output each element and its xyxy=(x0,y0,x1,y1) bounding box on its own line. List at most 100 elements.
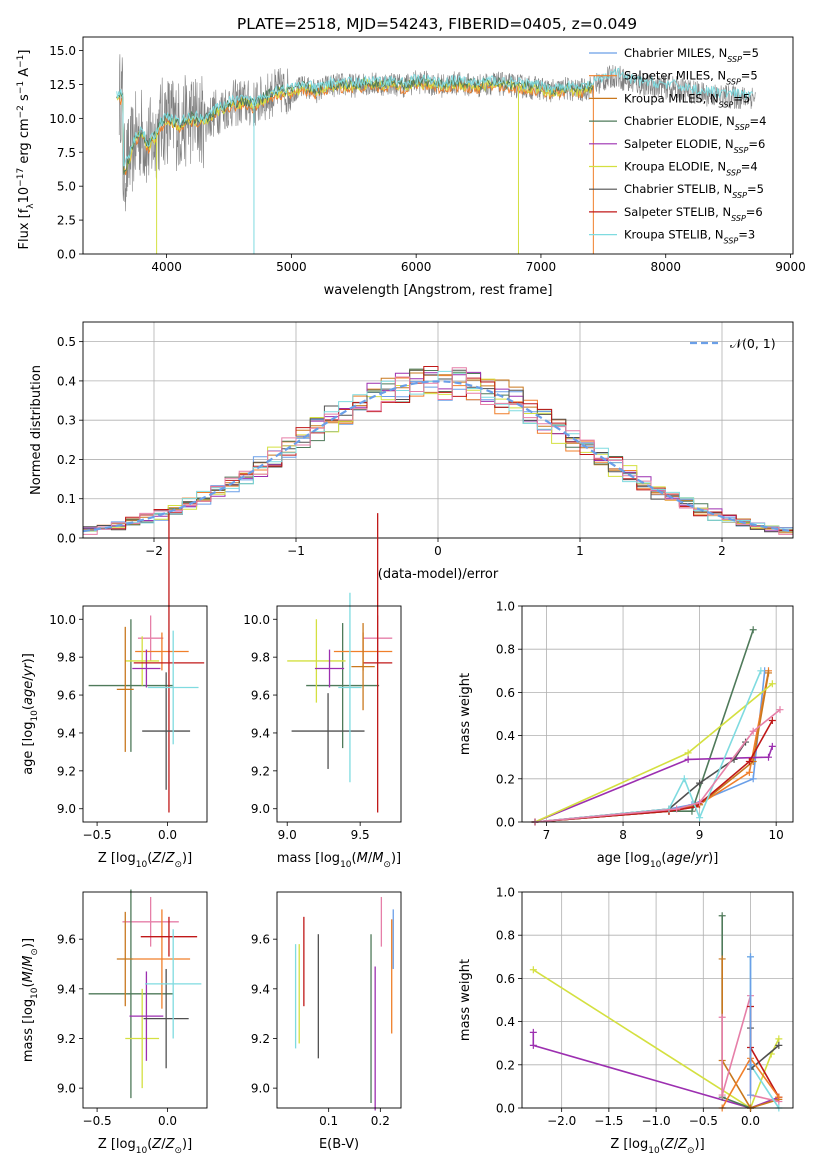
y-tick-label: 0.0 xyxy=(57,248,76,262)
x-tick-label: 0.0 xyxy=(158,1114,177,1128)
series-marker xyxy=(747,1091,755,1099)
series-marker xyxy=(745,758,753,766)
x-axis-label: E(B-V) xyxy=(319,1137,359,1152)
series-marker xyxy=(775,1035,783,1043)
x-axis-label: age [log10(age/yr)] xyxy=(597,851,719,870)
series-marker xyxy=(749,727,757,735)
series-marker xyxy=(749,626,757,634)
legend-label: Chabrier STELIB, NSSP=5 xyxy=(624,182,764,200)
y-tick-label: 10.0 xyxy=(243,613,270,627)
series-marker xyxy=(745,768,753,776)
series-marker xyxy=(684,755,692,763)
series-marker xyxy=(529,966,537,974)
legend-label: Chabrier MILES, NSSP=5 xyxy=(624,46,759,64)
series-marker xyxy=(696,814,704,822)
x-tick-label: 10 xyxy=(769,828,784,842)
spectrum-data-line xyxy=(118,54,756,212)
x-tick-label: 8 xyxy=(619,828,627,842)
x-tick-label: −2 xyxy=(145,544,163,558)
series-marker xyxy=(776,706,784,714)
y-tick-label: 9.4 xyxy=(251,726,270,740)
weight_vs_Z-panel: −2.0 −1.5 −1.0 −0.5 0.0 0.0 0.2 0.4 0.6 0.8 1.0 Z [… xyxy=(458,886,794,1156)
legend-label: Kroupa MILES, NSSP=5 xyxy=(624,91,750,109)
y-tick-label: 0.4 xyxy=(57,374,76,388)
legend-label: 𝒩(0, 1) xyxy=(730,336,776,351)
series-marker xyxy=(718,955,726,963)
x-tick-label: 1 xyxy=(576,544,584,558)
x-tick-label: 9000 xyxy=(775,260,806,274)
mass_vs_Z-panel: −0.5 0.0 9.0 9.2 9.4 9.6 Z [log10(Z/Z⊙)] mass [… xyxy=(21,889,208,1156)
series-marker xyxy=(718,1013,726,1021)
x-tick-label: 2 xyxy=(718,544,726,558)
y-tick-label: 9.6 xyxy=(57,689,76,703)
series-marker xyxy=(768,680,776,688)
series-marker xyxy=(680,775,688,783)
x-tick-label: −0.5 xyxy=(83,828,112,842)
y-axis-label: Normed distribution xyxy=(29,365,44,495)
y-tick-label: 2.5 xyxy=(57,214,76,228)
y-tick-label: 0.5 xyxy=(57,335,76,349)
x-axis-label: mass [log10(M/M⊙)] xyxy=(277,851,401,870)
y-axis-label: mass weight xyxy=(458,673,473,755)
x-tick-label: 8000 xyxy=(650,260,681,274)
age_vs_mass-panel: 9.0 9.5 9.0 9.2 9.4 9.6 9.8 10.0 mass [log10(M/M… xyxy=(243,513,402,870)
x-tick-label: 4000 xyxy=(151,260,182,274)
residuals-panel: −2 −1 0 1 2 0.0 0.1 0.2 0.3 0.4 0.5 𝒩(0, 1) (data-mo… xyxy=(29,321,794,582)
y-tick-label: 9.0 xyxy=(57,1082,76,1096)
series-marker xyxy=(757,667,765,675)
series-marker xyxy=(765,669,773,677)
axes-frame xyxy=(82,891,208,1109)
y-tick-label: 9.0 xyxy=(251,1082,270,1096)
series-marker xyxy=(747,953,755,961)
y-tick-label: 9.6 xyxy=(57,933,76,947)
x-axis-label: Z [log10(Z/Z⊙)] xyxy=(610,1137,704,1156)
y-tick-label: 0.4 xyxy=(496,729,515,743)
spectrum-model-line xyxy=(116,67,753,167)
series-marker xyxy=(749,775,757,783)
y-axis-label: mass [log10(M/M⊙)] xyxy=(21,938,40,1062)
x-tick-label: −1 xyxy=(287,544,305,558)
y-tick-label: 9.2 xyxy=(57,764,76,778)
legend-label: Chabrier ELODIE, NSSP=4 xyxy=(624,114,766,132)
x-tick-label: −0.5 xyxy=(83,1114,112,1128)
axes-frame xyxy=(521,605,794,823)
y-axis-label: mass weight xyxy=(458,959,473,1041)
series-marker xyxy=(688,807,696,815)
y-tick-label: 9.6 xyxy=(251,933,270,947)
y-tick-label: 0.0 xyxy=(57,532,76,546)
y-tick-label: 9.2 xyxy=(57,1032,76,1046)
x-axis-label: wavelength [Angstrom, rest frame] xyxy=(324,283,553,298)
x-tick-label: 0.0 xyxy=(741,1114,760,1128)
x-tick-label: 7000 xyxy=(526,260,557,274)
x-tick-label: 6000 xyxy=(401,260,432,274)
series-marker xyxy=(718,1091,726,1099)
series-marker xyxy=(673,805,681,813)
y-axis-label: age [log10(age/yr)] xyxy=(21,653,40,775)
residual-histogram xyxy=(83,367,793,535)
y-tick-label: 9.2 xyxy=(251,764,270,778)
x-tick-label: 0 xyxy=(434,544,442,558)
series-marker xyxy=(529,1041,537,1049)
axes-frame xyxy=(82,605,208,823)
x-tick-label: 0.2 xyxy=(371,1114,390,1128)
y-tick-label: 9.8 xyxy=(57,651,76,665)
y-tick-label: 0.8 xyxy=(496,643,515,657)
normal-curve xyxy=(82,380,794,533)
y-tick-label: 15.0 xyxy=(49,44,76,58)
y-tick-label: 0.4 xyxy=(496,1015,515,1029)
series-marker xyxy=(768,742,776,750)
x-tick-label: 9 xyxy=(696,828,704,842)
y-tick-label: 0.0 xyxy=(496,816,515,830)
y-tick-label: 5.0 xyxy=(57,180,76,194)
series-marker xyxy=(775,1041,783,1049)
residual-histogram xyxy=(83,370,793,532)
legend-label: Salpeter MILES, NSSP=5 xyxy=(624,69,758,87)
x-axis-label: Z [log10(Z/Z⊙)] xyxy=(98,851,192,870)
axes-frame xyxy=(276,605,402,823)
y-tick-label: 9.4 xyxy=(57,726,76,740)
series-marker xyxy=(529,1028,537,1036)
age_vs_Z-panel: −0.5 0.0 9.0 9.2 9.4 9.6 9.8 10.0 Z [log10(Z/Z⊙)… xyxy=(21,513,208,870)
series-marker xyxy=(775,1093,783,1101)
